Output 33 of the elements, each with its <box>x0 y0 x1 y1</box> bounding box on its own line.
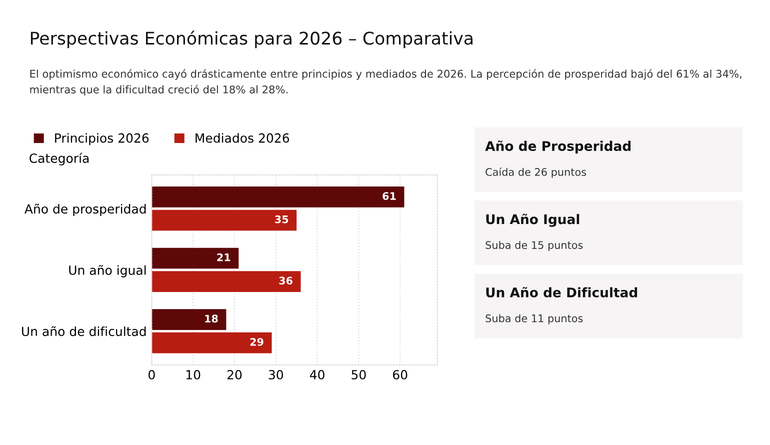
chart-subtitle: El optimismo económico cayó drásticamente entre principios y mediados de 2026. La percepción de prosperidad bajó del 61% al 34%, mientras que la dificultad creció del 18% al 28%. <box>30 69 742 96</box>
text: Caída de 26 puntos <box>486 167 586 178</box>
legend-label: Mediados 2026 <box>196 133 290 143</box>
x-tick-label: 60 <box>393 370 408 380</box>
y-tick-label: Un año de dificultad <box>22 326 146 336</box>
x-tick-label: 10 <box>186 370 200 380</box>
y-tick-label: Año de prosperidad <box>24 204 146 216</box>
bar <box>152 186 404 208</box>
legend-label: Principios 2026 <box>55 133 149 146</box>
x-tick-label: 20 <box>227 370 242 380</box>
chart-title: Perspectivas Económicas para 2026 – Comparativa <box>30 30 472 48</box>
data-label: 29 <box>250 338 264 346</box>
bar <box>152 309 226 330</box>
bar <box>152 210 297 231</box>
y-tick-label: Un año igual <box>69 265 146 278</box>
bar <box>152 332 272 354</box>
bar <box>152 271 301 292</box>
data-label: 35 <box>275 215 288 224</box>
x-tick-label: 30 <box>268 370 284 380</box>
x-tick-label: 40 <box>310 370 324 380</box>
x-tick-label: 50 <box>352 370 366 380</box>
y-axis-title: Categoría <box>30 152 89 166</box>
text: Año de Prosperidad <box>485 140 631 154</box>
text: Suba de 11 puntos <box>486 314 583 324</box>
text: Un Año de Dificultad <box>486 286 638 298</box>
data-label: 18 <box>205 314 218 323</box>
text: Suba de 15 puntos <box>486 240 583 252</box>
bar <box>152 248 239 269</box>
x-tick-label: 0 <box>148 370 155 380</box>
data-label: 61 <box>382 192 396 200</box>
text: Un Año Igual <box>486 214 580 227</box>
data-label: 36 <box>279 276 292 285</box>
data-label: 21 <box>217 253 230 262</box>
